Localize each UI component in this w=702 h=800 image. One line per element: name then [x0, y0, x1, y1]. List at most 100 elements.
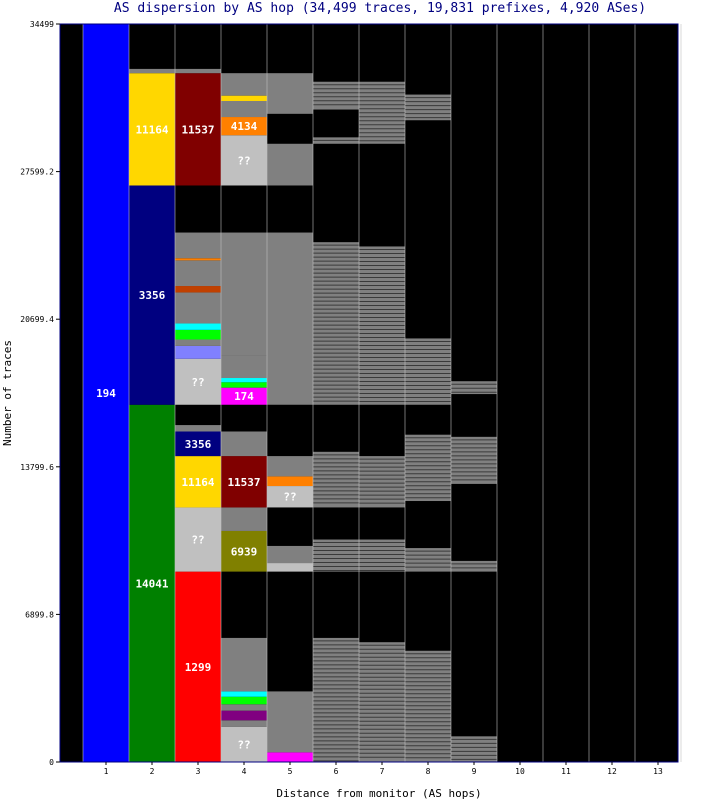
- x-tick-label: 5: [288, 767, 293, 776]
- y-tick-label: 6899.8: [25, 610, 54, 619]
- bar-segment-hop-4: [221, 387, 267, 405]
- bar-segment-hop-3: [175, 323, 221, 330]
- bar-segment-hop-2: [129, 404, 175, 762]
- bar-segment-hop-5: [267, 563, 313, 572]
- bar-segment-hop-4: [221, 704, 267, 711]
- bar-segment-hop-4: [221, 100, 267, 118]
- x-tick-label: 1: [104, 767, 109, 776]
- gray-band-hop-8: [405, 434, 451, 502]
- segment-label: 11164: [135, 123, 168, 136]
- x-tick-label: 11: [561, 767, 571, 776]
- bar-segment-hop-3: [175, 286, 221, 293]
- y-tick-label: 0: [49, 758, 54, 767]
- bar-segment-hop-4: [221, 696, 267, 705]
- bar-segment-hop-2: [129, 185, 175, 405]
- bar-segment-hop-3: [175, 571, 221, 762]
- bar-segment-hop-5: [267, 143, 313, 186]
- gray-band-hop-6: [313, 81, 359, 110]
- gray-band-hop-9: [451, 736, 497, 762]
- bar-segment-hop-4: [221, 456, 267, 508]
- bar-segment-hop-3: [175, 73, 221, 186]
- segment-label: ??: [237, 738, 250, 751]
- bar-segment-hop-3: [175, 431, 221, 457]
- gray-band-hop-8: [405, 338, 451, 405]
- bar-segment-hop-5: [267, 752, 313, 762]
- y-tick-label: 20699.4: [20, 315, 54, 324]
- bar-segment-hop-3: [175, 260, 221, 287]
- bar-segment-hop-4: [221, 431, 267, 457]
- bar-segment-hop-3: [175, 339, 221, 346]
- bar-segment-hop-3: [175, 232, 221, 259]
- segment-labels: 194 14041 3356 11164 1299?? 11164 3356?? 11537?…: [96, 120, 297, 751]
- bar-segment-hop-4: [221, 232, 267, 356]
- bar-segment-hop-1: [83, 24, 129, 762]
- x-axis-label: Distance from monitor (AS hops): [276, 787, 481, 800]
- bar-segment-hop-5: [267, 232, 313, 405]
- bar-segment-hop-3: [175, 345, 221, 359]
- bar-segment-hop-4: [221, 378, 267, 383]
- bar-segment-hop-3: [175, 507, 221, 572]
- bar-segment-hop-4: [221, 382, 267, 388]
- bar-segment-hop-5: [267, 456, 313, 477]
- segment-label: 11164: [181, 476, 214, 489]
- segment-label: 11537: [181, 123, 214, 136]
- bar-segments: [83, 24, 313, 762]
- bar-segment-hop-4: [221, 530, 267, 572]
- x-tick-label: 8: [426, 767, 431, 776]
- x-tick-label: 7: [380, 767, 385, 776]
- bar-segment-hop-3: [175, 456, 221, 508]
- bar-segment-hop-4: [221, 691, 267, 697]
- y-axis: 0 6899.8 13799.6 20699.4 27599.2 34499: [20, 20, 60, 767]
- segment-label: ??: [283, 491, 296, 504]
- x-tick-label: 10: [515, 767, 525, 776]
- segment-label: ??: [191, 376, 204, 389]
- gray-band-hop-7: [359, 642, 405, 762]
- segment-label: 174: [234, 390, 254, 403]
- gray-band-hop-8: [405, 548, 451, 572]
- chart-title: AS dispersion by AS hop (34,499 traces, …: [114, 1, 646, 16]
- bar-segment-hop-4: [221, 95, 267, 101]
- gray-band-hop-8: [405, 94, 451, 121]
- y-tick-label: 13799.6: [20, 463, 54, 472]
- x-tick-label: 9: [472, 767, 477, 776]
- hop-divider-lines: [82, 24, 682, 762]
- bar-segment-hop-4: [221, 726, 267, 762]
- gray-band-hop-7: [359, 456, 405, 508]
- segment-label: 1299: [185, 661, 212, 674]
- bar-segment-hop-2: [129, 73, 175, 186]
- bar-segment-hop-5: [267, 476, 313, 487]
- bar-segment-hop-5: [267, 691, 313, 753]
- segment-label: 6939: [231, 545, 258, 558]
- bar-segment-hop-4: [221, 637, 267, 692]
- segment-label: ??: [191, 534, 204, 547]
- x-tick-label: 2: [150, 767, 155, 776]
- bar-segment-hop-4: [221, 710, 267, 721]
- bar-segment-hop-3: [175, 258, 221, 261]
- bar-segment-hop-3: [175, 425, 221, 432]
- segment-label: 14041: [135, 577, 168, 590]
- segment-label: 3356: [139, 289, 166, 302]
- x-tick-label: 6: [334, 767, 339, 776]
- gray-band-hop-6: [313, 242, 359, 405]
- bar-segment-hop-3: [175, 292, 221, 324]
- bar-segment-hop-4: [221, 355, 267, 379]
- bar-segment-hop-5: [267, 73, 313, 114]
- segment-label: 3356: [185, 438, 212, 451]
- segment-label: 4134: [231, 120, 258, 133]
- bar-segment-hop-4: [221, 73, 267, 96]
- x-tick-label: 3: [196, 767, 201, 776]
- y-tick-label: 34499: [30, 20, 54, 29]
- segment-label: 11537: [227, 476, 260, 489]
- bar-segment-hop-2: [129, 68, 175, 74]
- bar-segment-hop-4: [221, 117, 267, 136]
- bar-segment-hop-4: [221, 720, 267, 727]
- y-axis-label: Number of traces: [1, 340, 14, 446]
- gray-band-hop-6: [313, 451, 359, 508]
- bar-segment-hop-5: [267, 486, 313, 508]
- y-tick-label: 27599.2: [20, 168, 54, 177]
- bar-segment-hop-4: [221, 507, 267, 531]
- segment-label: 194: [96, 387, 116, 400]
- x-tick-label: 12: [607, 767, 617, 776]
- bar-segment-hop-4: [221, 135, 267, 186]
